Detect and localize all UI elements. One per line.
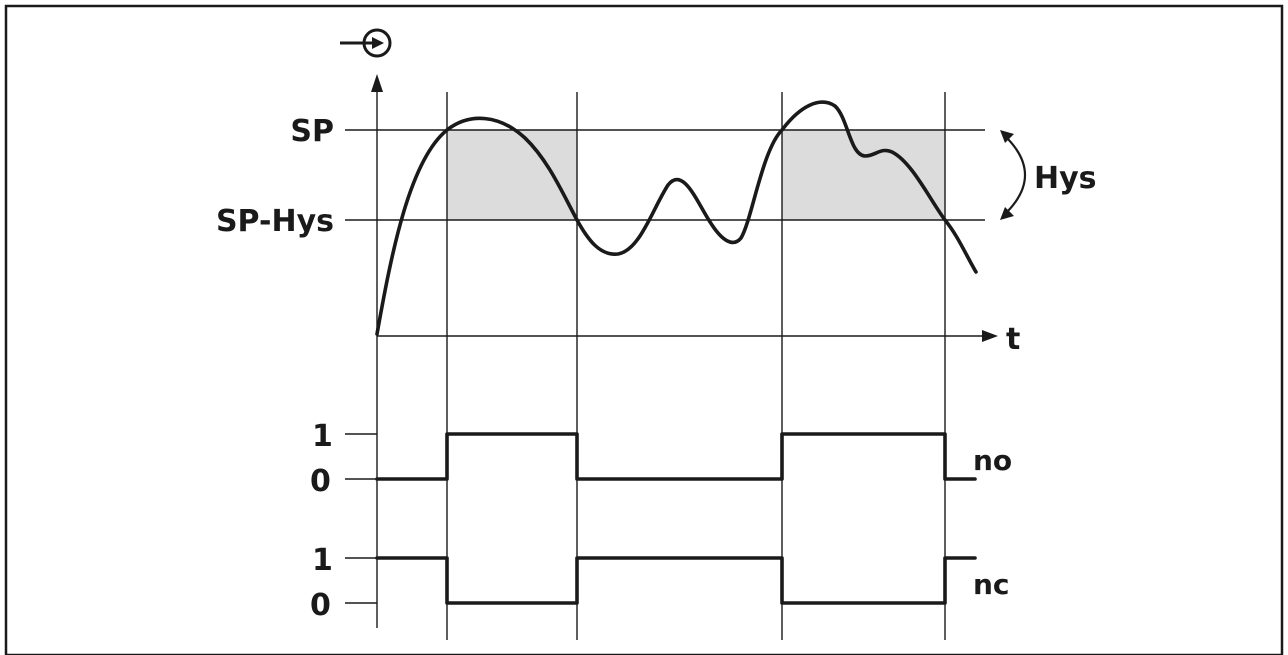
sp-label: SP bbox=[290, 114, 334, 149]
hys-arrowhead-top bbox=[1000, 130, 1014, 143]
hys-label: Hys bbox=[1034, 161, 1097, 196]
no-level-1-label: 1 bbox=[312, 419, 333, 454]
nc-level-0-label: 0 bbox=[310, 588, 331, 623]
input-arrow-circle-icon bbox=[340, 28, 392, 58]
hysteresis-region-1 bbox=[447, 130, 577, 220]
no-level-0-label: 0 bbox=[310, 464, 331, 499]
x-axis-arrowhead bbox=[982, 330, 998, 342]
time-axis-label: t bbox=[1006, 322, 1020, 357]
sp-hys-label: SP-Hys bbox=[216, 204, 334, 239]
nc-level-1-label: 1 bbox=[312, 543, 333, 578]
hys-arrowhead-bottom bbox=[1000, 207, 1014, 220]
nc-output-label: nc bbox=[973, 568, 1010, 601]
y-axis-arrowhead bbox=[371, 74, 383, 92]
hysteresis-region-2 bbox=[782, 130, 945, 220]
no-output-label: no bbox=[973, 444, 1012, 477]
diagram-frame bbox=[4, 4, 1284, 655]
nc-output-signal bbox=[375, 556, 977, 605]
hysteresis-arc-arrow bbox=[1004, 135, 1026, 215]
process-value-curve bbox=[375, 100, 978, 336]
no-output-signal bbox=[375, 432, 977, 481]
